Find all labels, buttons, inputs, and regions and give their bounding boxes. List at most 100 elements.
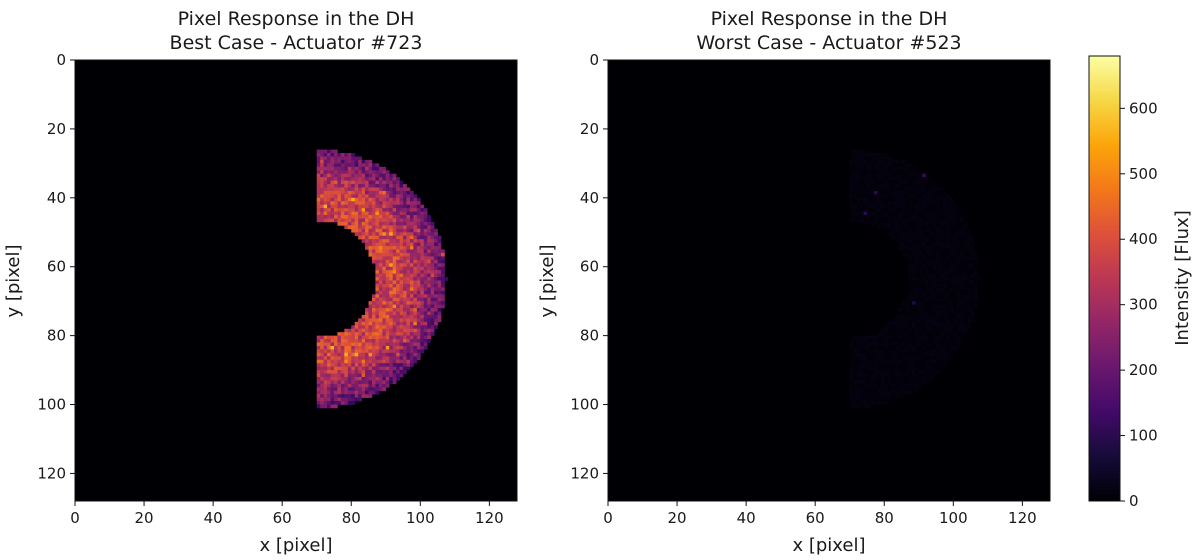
heatmap-cell bbox=[918, 380, 923, 385]
heatmap-cell bbox=[908, 249, 913, 254]
heatmap-cell bbox=[922, 249, 926, 254]
heatmap-cell bbox=[911, 249, 916, 254]
heatmap-cell bbox=[953, 232, 958, 237]
heatmap-cell bbox=[389, 301, 393, 305]
heatmap-cell bbox=[416, 342, 421, 347]
heatmap-cell bbox=[974, 252, 978, 257]
heatmap-cell bbox=[340, 221, 345, 226]
heatmap-cell bbox=[918, 242, 923, 247]
heatmap-cell bbox=[416, 328, 421, 333]
heatmap-cell bbox=[936, 266, 940, 271]
heatmap-cell bbox=[316, 153, 321, 157]
heatmap-cell bbox=[430, 280, 435, 285]
heatmap-cell bbox=[894, 318, 899, 323]
heatmap-cell bbox=[856, 373, 861, 378]
heatmap-cell bbox=[942, 221, 947, 226]
heatmap-cell bbox=[894, 321, 899, 326]
heatmap-cell bbox=[382, 273, 387, 278]
heatmap-cell bbox=[413, 304, 418, 309]
heatmap-cell bbox=[863, 349, 868, 354]
heatmap-cell bbox=[915, 204, 920, 209]
heatmap-cell bbox=[894, 345, 899, 350]
heatmap-cell bbox=[915, 297, 920, 302]
heatmap-cell bbox=[880, 215, 885, 219]
heatmap-cell bbox=[365, 246, 369, 250]
heatmap-cell bbox=[956, 301, 961, 305]
heatmap-cell bbox=[949, 259, 954, 264]
heatmap-cell bbox=[929, 366, 933, 371]
heatmap-cell bbox=[949, 204, 954, 209]
heatmap-cell bbox=[399, 318, 404, 323]
heatmap-cell bbox=[399, 308, 404, 312]
heatmap-cell bbox=[434, 235, 438, 240]
heatmap-cell bbox=[354, 390, 359, 395]
heatmap-cell bbox=[323, 218, 328, 223]
heatmap-cell bbox=[922, 259, 926, 264]
heatmap-cell bbox=[430, 321, 435, 326]
heatmap-cell bbox=[344, 215, 349, 219]
heatmap-cell bbox=[877, 159, 882, 164]
heatmap-cell bbox=[922, 211, 926, 216]
heatmap-cell bbox=[420, 221, 425, 226]
heatmap-cell bbox=[382, 197, 387, 202]
heatmap-cell bbox=[434, 280, 438, 285]
heatmap-cell bbox=[894, 390, 899, 395]
heatmap-cell bbox=[399, 314, 404, 319]
heatmap-cell bbox=[898, 373, 902, 378]
heatmap-cell bbox=[354, 218, 359, 223]
heatmap-cell bbox=[413, 297, 418, 302]
heatmap-cell bbox=[361, 190, 366, 195]
heatmap-cell bbox=[375, 339, 380, 343]
heatmap-cell bbox=[925, 342, 930, 347]
heatmap-cell bbox=[898, 201, 902, 206]
heatmap-cell bbox=[887, 397, 892, 402]
heatmap-cell bbox=[434, 263, 438, 268]
heatmap-cell bbox=[416, 242, 421, 247]
heatmap-cell bbox=[908, 221, 913, 226]
heatmap-cell bbox=[392, 218, 397, 223]
heatmap-cell bbox=[399, 325, 404, 330]
panel-worst-frame bbox=[607, 59, 1051, 502]
heatmap-cell bbox=[320, 342, 324, 347]
heatmap-cell bbox=[967, 304, 971, 309]
heatmap-cell bbox=[392, 232, 397, 237]
heatmap-cell bbox=[929, 325, 933, 330]
heatmap-cell bbox=[911, 218, 916, 223]
heatmap-cell bbox=[908, 204, 913, 209]
heatmap-cell bbox=[351, 359, 355, 364]
heatmap-cell bbox=[908, 208, 913, 212]
heatmap-cell bbox=[354, 359, 359, 364]
heatmap-cell bbox=[316, 163, 321, 168]
heatmap-cell bbox=[866, 201, 871, 206]
heatmap-cell bbox=[960, 328, 964, 333]
heatmap-cell bbox=[358, 339, 362, 343]
heatmap-cell bbox=[856, 201, 861, 206]
heatmap-cell bbox=[974, 259, 978, 264]
heatmap-cell bbox=[344, 328, 349, 333]
heatmap-cell bbox=[316, 397, 321, 402]
heatmap-cell bbox=[330, 215, 335, 219]
heatmap-cell bbox=[922, 332, 926, 336]
heatmap-cell bbox=[375, 297, 380, 302]
heatmap-cell bbox=[894, 370, 899, 374]
heatmap-cell bbox=[389, 242, 393, 247]
heatmap-cell bbox=[860, 163, 864, 168]
heatmap-cell bbox=[427, 215, 431, 219]
heatmap-cell bbox=[880, 401, 885, 405]
heatmap-cell bbox=[361, 380, 366, 385]
heatmap-cell bbox=[361, 318, 366, 323]
heatmap-cell bbox=[860, 166, 864, 171]
heatmap-cell bbox=[908, 201, 913, 206]
heatmap-cell bbox=[416, 325, 421, 330]
heatmap-cell bbox=[956, 232, 961, 237]
heatmap-cell bbox=[316, 359, 321, 364]
heatmap-cell bbox=[344, 332, 349, 336]
heatmap-cell bbox=[406, 294, 411, 299]
heatmap-cell bbox=[929, 356, 933, 361]
heatmap-cell bbox=[340, 349, 345, 354]
heatmap-cell bbox=[974, 280, 978, 285]
heatmap-cell bbox=[413, 301, 418, 305]
heatmap-cell bbox=[371, 201, 376, 206]
y-tick-label: 120 bbox=[37, 464, 66, 482]
heatmap-cell bbox=[956, 228, 961, 233]
